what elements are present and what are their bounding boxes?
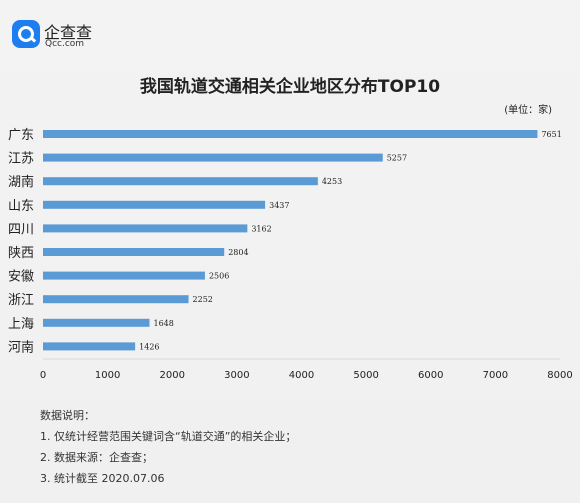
bar — [43, 342, 136, 351]
bar — [43, 271, 205, 280]
category-label: 四川 — [8, 222, 34, 237]
note-item-2: 2. 数据来源：企查查； — [40, 451, 153, 464]
bar — [43, 248, 225, 256]
category-label: 山东 — [8, 199, 34, 214]
bar — [43, 224, 248, 233]
data-notes: 数据说明： 1. 仅统计经营范围关键词含“轨道交通”的相关企业； 2. 数据来源… — [40, 405, 296, 489]
x-tick-label: 1000 — [95, 370, 120, 381]
data-label: 2252 — [193, 295, 213, 304]
x-tick-label: 4000 — [289, 370, 314, 381]
x-tick-label: 2000 — [160, 370, 185, 381]
bar — [43, 200, 266, 209]
x-tick-label: 7000 — [483, 370, 508, 381]
logo-name-cn: 企查查 — [44, 23, 93, 42]
data-label: 4253 — [322, 177, 342, 186]
data-label: 2506 — [209, 272, 229, 281]
x-tick-label: 6000 — [418, 370, 443, 381]
note-item-1: 1. 仅统计经营范围关键词含“轨道交通”的相关企业； — [40, 430, 297, 443]
data-label: 3437 — [269, 201, 289, 210]
category-label: 湖南 — [8, 174, 34, 190]
note-item-3: 3. 统计截至 2020.07.06 — [40, 472, 165, 485]
x-tick-label: 5000 — [353, 370, 378, 381]
category-label: 江苏 — [8, 151, 34, 167]
category-label: 浙江 — [8, 293, 34, 308]
bar — [43, 318, 150, 327]
bar — [43, 295, 189, 304]
qcc-search-icon — [12, 20, 40, 48]
category-label: 上海 — [8, 317, 34, 332]
bar — [43, 130, 538, 138]
logo-name-en: Qcc.com — [45, 39, 85, 49]
bar-chart: 广东 7651 江苏 5257 湖南 4253 山东 3437 四川 3162 陕西 2804 安徽 25… — [8, 128, 573, 381]
data-label: 3162 — [251, 224, 271, 233]
data-label: 5257 — [387, 154, 407, 163]
bar — [43, 153, 383, 162]
x-tick-label: 8000 — [547, 370, 572, 381]
category-label: 陕西 — [8, 246, 34, 261]
data-label: 2804 — [228, 248, 248, 257]
x-tick-label: 0 — [40, 370, 46, 381]
unit-label: (单位：家) — [504, 105, 552, 116]
category-label: 广东 — [8, 128, 34, 143]
data-label: 1648 — [154, 319, 174, 328]
bar — [43, 177, 318, 186]
data-label: 7651 — [541, 130, 561, 139]
x-tick-label: 3000 — [224, 370, 249, 381]
chart-title: 我国轨道交通相关企业地区分布TOP10 — [139, 77, 441, 97]
notes-heading: 数据说明： — [40, 409, 95, 422]
qcc-logo: 企查查 Qcc.com — [12, 18, 92, 52]
category-label: 河南 — [8, 339, 34, 355]
category-label: 安徽 — [8, 270, 34, 285]
data-label: 1426 — [139, 342, 159, 351]
